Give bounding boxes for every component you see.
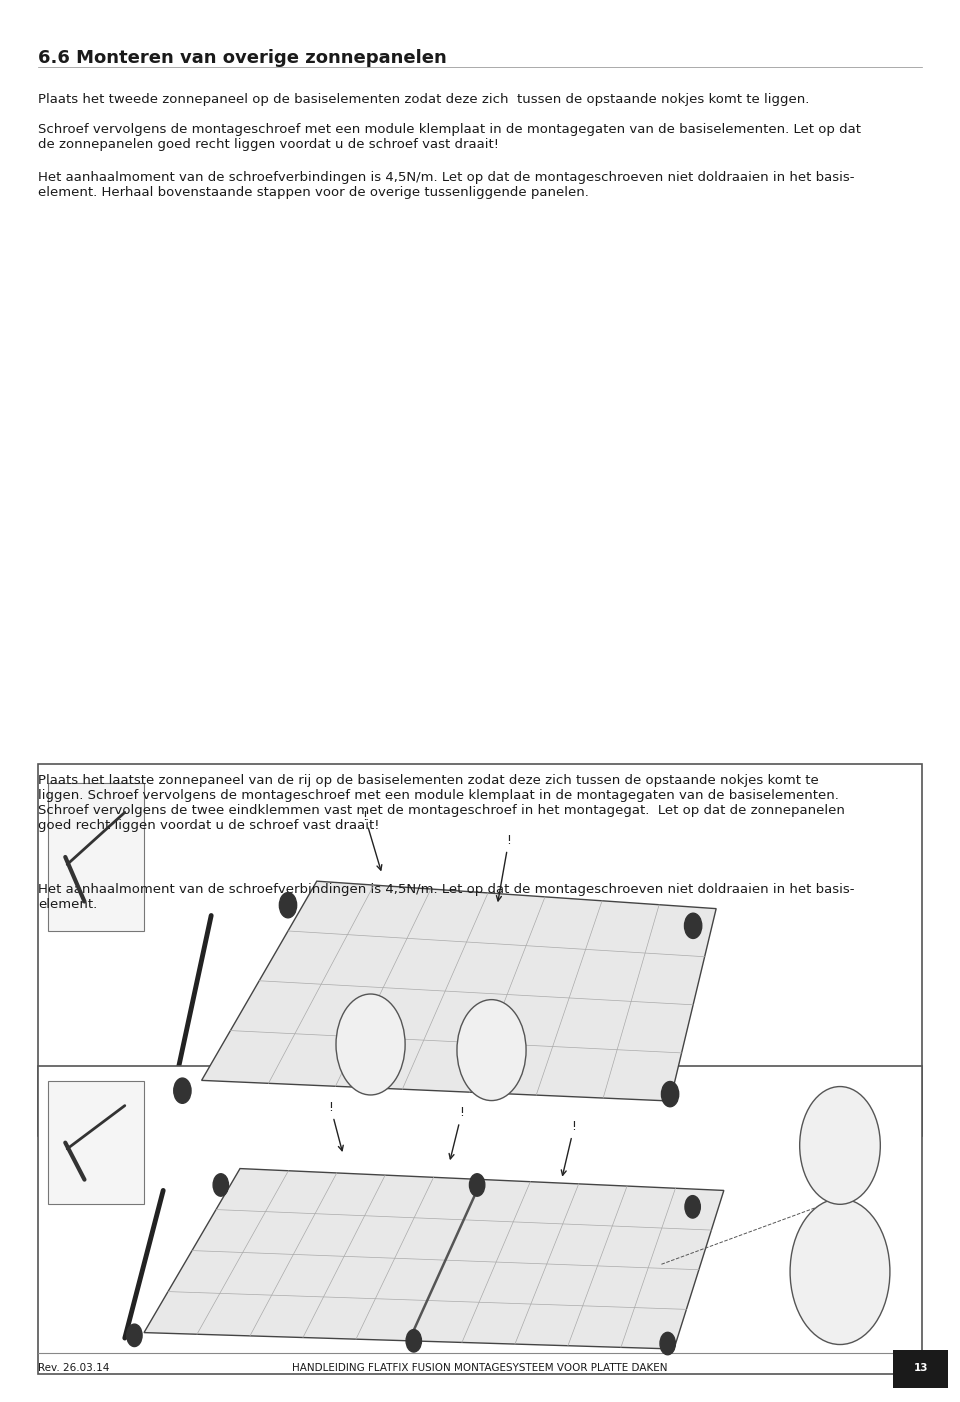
Text: !: ! [362,810,382,871]
Circle shape [790,1199,890,1345]
Bar [38,1066,922,1374]
Bar [48,1081,144,1204]
Text: Rev. 26.03.14: Rev. 26.03.14 [38,1363,109,1373]
Circle shape [127,1323,142,1346]
Text: Schroef vervolgens de montageschroef met een module klemplaat in de montagegaten: Schroef vervolgens de montageschroef met… [38,123,861,151]
Circle shape [660,1332,676,1354]
Bar [48,782,144,931]
Text: Het aanhaalmoment van de schroefverbindingen is 4,5N/m. Let op dat de montagesch: Het aanhaalmoment van de schroefverbindi… [38,171,855,199]
Circle shape [174,1078,191,1103]
Circle shape [279,893,297,918]
Text: Plaats het laatste zonnepaneel van de rij op de basiselementen zodat deze zich t: Plaats het laatste zonnepaneel van de ri… [38,774,845,831]
Circle shape [800,1087,880,1204]
Text: !: ! [562,1120,577,1175]
Text: Het aanhaalmoment van de schroefverbindingen is 4,5N/m. Let op dat de montagesch: Het aanhaalmoment van de schroefverbindi… [38,883,855,911]
Circle shape [685,1196,700,1218]
Circle shape [661,1081,679,1106]
Circle shape [406,1329,421,1352]
Circle shape [469,1173,485,1196]
Text: Plaats het tweede zonnepaneel op de basiselementen zodat deze zich  tussen de op: Plaats het tweede zonnepaneel op de basi… [38,93,810,105]
Bar [893,1350,948,1388]
Circle shape [684,913,702,938]
Circle shape [213,1173,228,1196]
Text: !: ! [328,1101,344,1151]
Text: 13: 13 [913,1363,928,1373]
Circle shape [336,994,405,1095]
Bar [38,764,922,1136]
Text: 6.6 Monteren van overige zonnepanelen: 6.6 Monteren van overige zonnepanelen [38,49,447,67]
Text: !: ! [496,834,512,901]
Text: !: ! [449,1106,465,1159]
Circle shape [457,1000,526,1101]
Text: HANDLEIDING FLATFIX FUSION MONTAGESYSTEEM VOOR PLATTE DAKEN: HANDLEIDING FLATFIX FUSION MONTAGESYSTEE… [292,1363,668,1373]
Polygon shape [144,1169,724,1349]
Polygon shape [202,882,716,1101]
